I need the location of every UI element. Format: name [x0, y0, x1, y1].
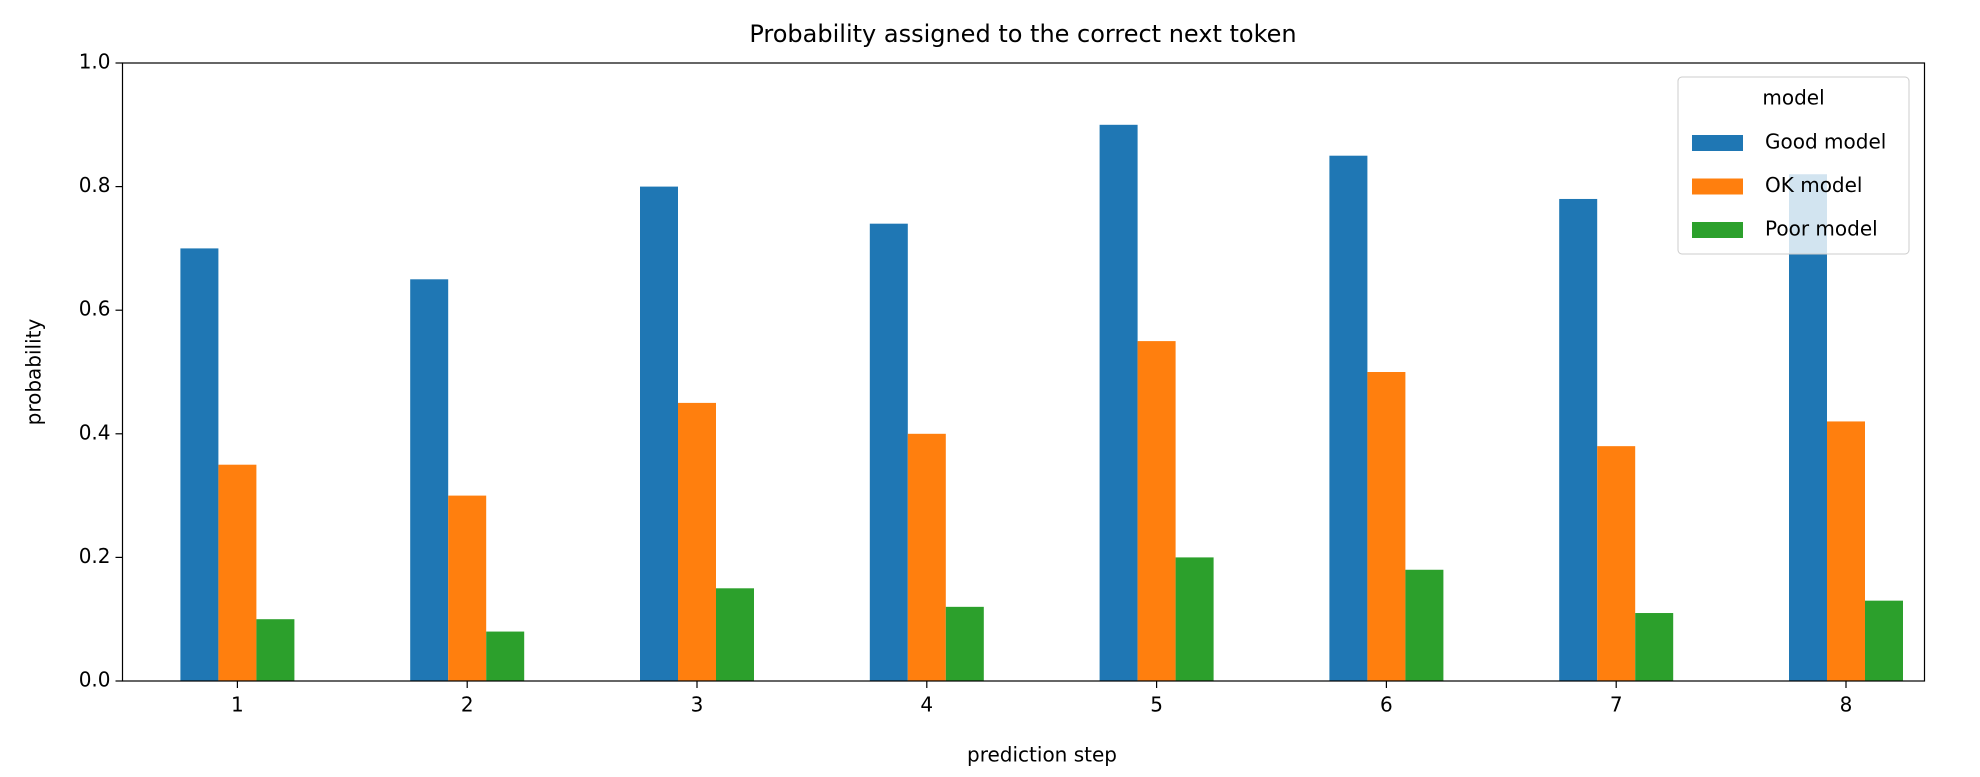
- legend-label: Good model: [1765, 130, 1886, 154]
- bar: [1865, 600, 1903, 681]
- legend-title: model: [1762, 86, 1824, 110]
- bar: [1597, 446, 1636, 681]
- x-tick-label: 8: [1840, 693, 1853, 717]
- legend-label: OK model: [1765, 173, 1863, 197]
- x-tick-label: 4: [920, 693, 933, 717]
- bar: [1175, 557, 1214, 681]
- plot-frame: [121, 62, 1926, 682]
- y-tick-label: 0.6: [79, 297, 111, 321]
- bar: [1367, 372, 1406, 681]
- bar: [1789, 174, 1827, 682]
- bar: [678, 402, 716, 681]
- y-tick-label: 0.0: [79, 668, 111, 692]
- bar: [486, 631, 525, 681]
- x-tick-label: 7: [1610, 693, 1623, 717]
- y-tick-label: 0.8: [79, 173, 111, 197]
- bar: [1099, 124, 1138, 682]
- bar: [1827, 421, 1865, 681]
- bar: [907, 433, 946, 681]
- bar: [1137, 341, 1176, 681]
- legend-box: [1677, 76, 1910, 255]
- x-tick-label: 2: [461, 693, 474, 717]
- y-tick-label: 0.2: [79, 544, 111, 568]
- bar: [640, 186, 678, 681]
- x-tick-label: 3: [691, 693, 704, 717]
- bar: [256, 619, 295, 681]
- x-tick-label: 1: [231, 693, 244, 717]
- legend-label: Poor model: [1765, 217, 1878, 241]
- bar: [448, 495, 487, 681]
- x-axis-label: prediction step: [967, 743, 1117, 767]
- y-tick-label: 1.0: [79, 50, 111, 74]
- legend-swatch: [1692, 135, 1743, 151]
- y-tick-label: 0.4: [79, 420, 111, 444]
- chart-title: Probability assigned to the correct next…: [749, 20, 1296, 48]
- bar: [1329, 155, 1368, 681]
- x-tick-label: 5: [1150, 693, 1163, 717]
- x-tick-label: 6: [1380, 693, 1393, 717]
- bar: [1635, 613, 1674, 681]
- legend-swatch: [1692, 222, 1743, 238]
- legend-swatch: [1692, 178, 1743, 195]
- bar: [218, 464, 257, 681]
- bar: [410, 279, 449, 681]
- legend: model Good model OK model Poor model: [1677, 76, 1910, 255]
- bar: [180, 248, 219, 681]
- bar: [1559, 198, 1598, 681]
- bar: [869, 223, 908, 681]
- bar: [945, 606, 984, 681]
- bar: [1405, 569, 1444, 681]
- y-axis-label: probability: [22, 318, 46, 425]
- bar: [716, 588, 754, 681]
